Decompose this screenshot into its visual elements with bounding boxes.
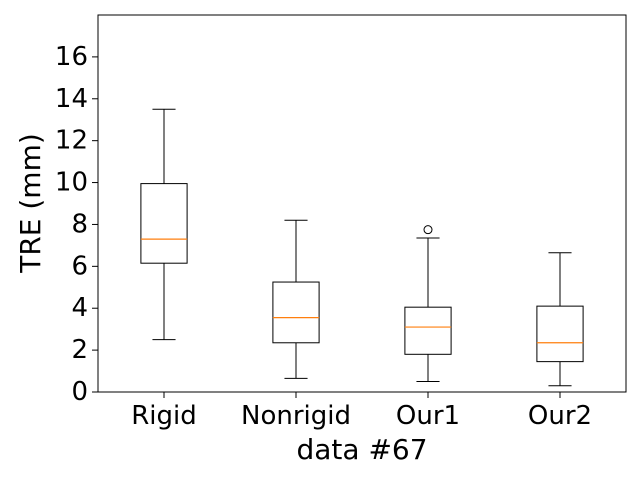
y-tick-label: 16 <box>55 42 88 72</box>
y-tick-label: 14 <box>55 84 88 114</box>
box-group <box>272 219 320 379</box>
box-group <box>140 108 188 341</box>
x-tick-label: Our2 <box>528 401 592 431</box>
box-group <box>404 225 452 383</box>
y-tick-label: 2 <box>71 335 88 365</box>
box-iqr <box>404 306 452 355</box>
y-axis-label: TRE (mm) <box>14 133 47 274</box>
box-iqr <box>140 183 188 264</box>
boxes-layer <box>140 108 584 387</box>
box-iqr <box>536 305 584 363</box>
y-tick-label: 6 <box>71 251 88 281</box>
x-axis: Rigid Nonrigid Our1 Our2 <box>131 392 592 431</box>
box-group <box>536 252 584 387</box>
box-iqr <box>272 281 320 344</box>
y-tick-label: 10 <box>55 168 88 198</box>
y-tick-label: 0 <box>71 377 88 407</box>
plot-frame <box>97 14 627 393</box>
plot-area <box>98 15 626 392</box>
x-tick-label: Rigid <box>131 401 197 431</box>
y-tick-label: 12 <box>55 126 88 156</box>
y-tick-label: 4 <box>71 293 88 323</box>
y-axis: 0 2 4 6 8 10 12 14 16 <box>55 42 98 407</box>
x-tick-label: Nonrigid <box>241 401 351 431</box>
outlier-point <box>423 225 433 235</box>
x-axis-label: data #67 <box>296 433 427 466</box>
y-tick-label: 8 <box>71 209 88 239</box>
x-tick-label: Our1 <box>396 401 460 431</box>
